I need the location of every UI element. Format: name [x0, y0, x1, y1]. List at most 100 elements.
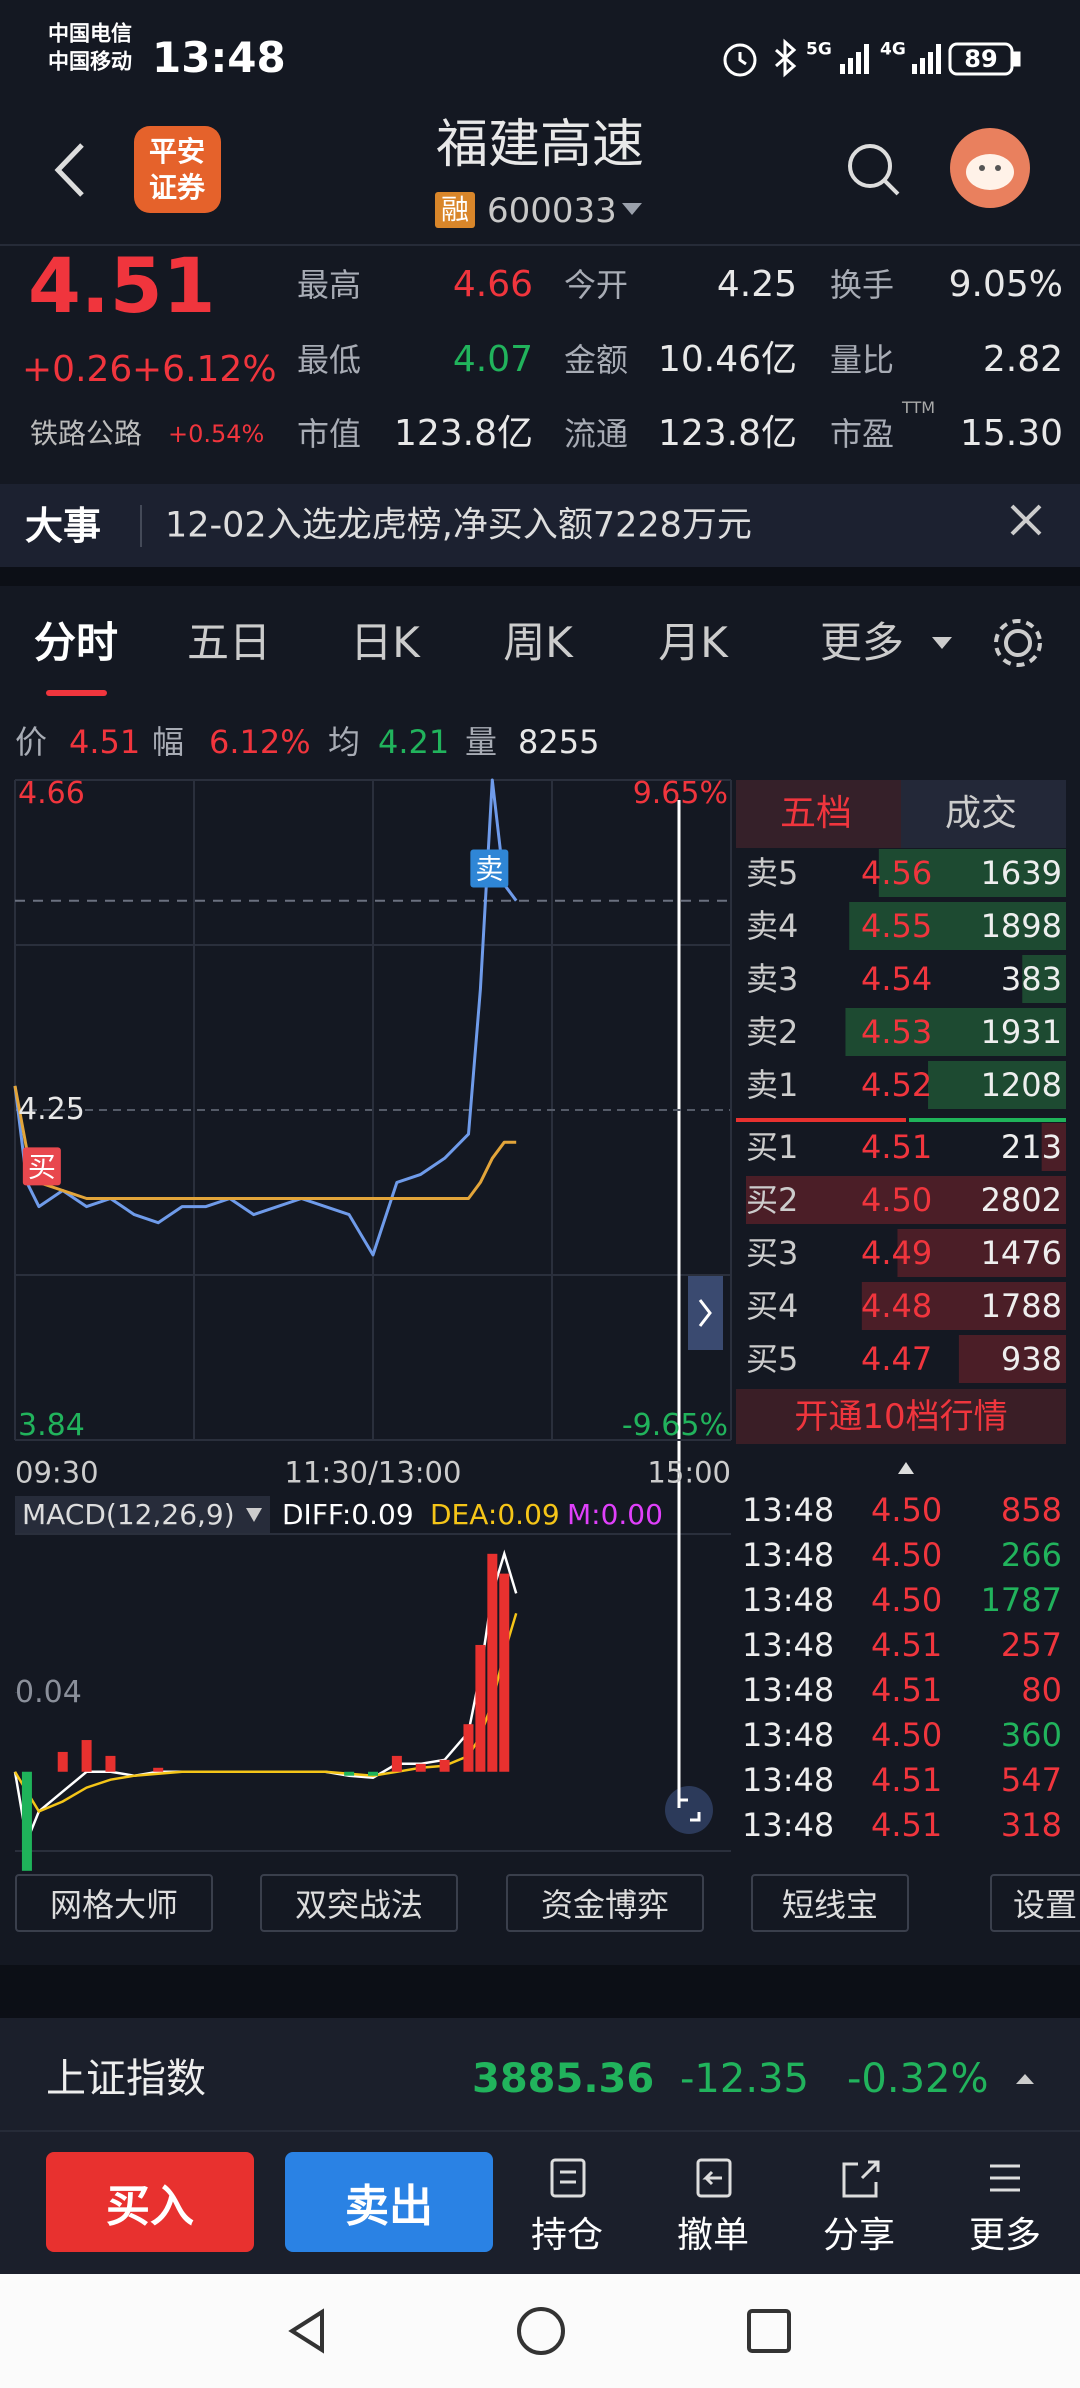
index-expand[interactable]: [1016, 2074, 1034, 2084]
stat-note: TTM: [902, 398, 936, 417]
level-label: 卖1: [746, 1066, 799, 1104]
sector[interactable]: 铁路公路: [30, 417, 143, 450]
network: 5G: [806, 39, 832, 60]
tool-button[interactable]: 网格大师: [15, 1874, 213, 1932]
trade-price: 4.51: [871, 1671, 943, 1709]
level-price: 4.52: [861, 1066, 933, 1104]
macd-bar: [415, 1763, 426, 1772]
more-dropdown[interactable]: [932, 637, 952, 649]
stat-value: 2.82: [982, 339, 1063, 380]
stock-name: 福建高速: [435, 115, 645, 175]
trade-time: 13:48: [742, 1626, 835, 1664]
stat-label: 流通: [564, 415, 629, 453]
trade-price: 4.51: [871, 1761, 943, 1799]
trade-volume: 80: [1021, 1671, 1062, 1709]
active-order-tab[interactable]: [736, 780, 901, 848]
level-volume: 1788: [980, 1287, 1062, 1325]
system-nav[interactable]: [288, 2307, 791, 2355]
indicator-label: 幅: [152, 723, 185, 761]
level-volume: 1208: [980, 1066, 1062, 1104]
period-tab[interactable]: 五日: [186, 618, 272, 667]
tool-button[interactable]: 设置: [990, 1874, 1080, 1932]
book-tab[interactable]: 成交: [944, 793, 1018, 834]
search-button[interactable]: [848, 144, 900, 196]
action-item[interactable]: 持仓: [530, 2215, 604, 2256]
level-price: 4.53: [861, 1013, 933, 1051]
trade-price: 4.50: [871, 1491, 943, 1529]
level-label: 买3: [746, 1234, 799, 1272]
news-bar[interactable]: [0, 484, 1080, 567]
book-tab[interactable]: 五档: [779, 793, 853, 834]
indicator-title: MACD(12,26,9): [22, 1498, 235, 1531]
settings-button[interactable]: [994, 619, 1042, 667]
action-icons: [550, 2158, 1020, 2198]
level-volume: 938: [1000, 1340, 1062, 1378]
trade-volume: 360: [1000, 1716, 1062, 1754]
macd-selector[interactable]: [15, 1496, 270, 1534]
divider: [0, 244, 1080, 246]
news-text[interactable]: 12-02入选龙虎榜,净买入额7228万元: [165, 505, 752, 546]
stat-label: 最高: [297, 266, 362, 304]
tool-button[interactable]: 短线宝: [751, 1874, 909, 1932]
sell-button[interactable]: 卖出: [285, 2152, 493, 2252]
period-tab[interactable]: 日K: [350, 618, 420, 667]
stat-label: 最低: [297, 341, 362, 379]
index-name[interactable]: 上证指数: [46, 2056, 206, 2102]
trades-collapse[interactable]: [898, 1462, 914, 1474]
macd-bar: [153, 1767, 164, 1772]
level-volume: 1639: [980, 854, 1062, 892]
indicator-value: 4.21: [378, 723, 450, 761]
fullscreen-button[interactable]: [665, 800, 713, 1834]
macd-bar: [21, 1771, 32, 1871]
trade-time: 13:48: [742, 1536, 835, 1574]
y-tick-label: 3.84: [18, 1408, 85, 1443]
y2-tick-label: -9.65%: [621, 1408, 728, 1443]
trade-volume: 547: [1000, 1761, 1062, 1799]
tool-button[interactable]: 资金博弈: [506, 1874, 704, 1932]
logo-text: 证券: [148, 171, 206, 204]
stat-label: 金额: [564, 341, 629, 379]
broker-logo[interactable]: [134, 126, 221, 213]
separator: [140, 505, 142, 547]
trade-marker-label: 卖: [475, 853, 503, 886]
period-tab[interactable]: 更多: [819, 618, 905, 667]
divider: [0, 2130, 1080, 2132]
close-news[interactable]: [1010, 504, 1042, 536]
stat-value: 9.05%: [948, 264, 1063, 305]
avatar[interactable]: [950, 128, 1030, 208]
y-tick-label: 0.04: [15, 1674, 82, 1710]
level-volume: 213: [1000, 1128, 1062, 1166]
action-item[interactable]: 更多: [968, 2215, 1042, 2256]
period-tab[interactable]: 月K: [658, 618, 728, 667]
trade-time: 13:48: [742, 1671, 835, 1709]
code-dropdown[interactable]: [622, 203, 642, 215]
x-tick-label: 15:00: [647, 1455, 731, 1490]
level-label: 买5: [746, 1340, 799, 1378]
level-volume: 383: [1000, 960, 1062, 998]
indicator-value: 8255: [518, 723, 600, 761]
x-tick-label: 11:30/13:00: [284, 1455, 462, 1490]
network: 4G: [880, 39, 906, 60]
price-change-pct: +6.12%: [132, 349, 277, 390]
trade-time: 13:48: [742, 1491, 835, 1529]
stat-value: 123.8亿: [393, 413, 533, 454]
macd-line: [13, 1612, 518, 1813]
trade-volume: 318: [1000, 1806, 1062, 1844]
upgrade-button[interactable]: [736, 1389, 1066, 1444]
period-tab[interactable]: 分时: [33, 618, 119, 667]
macd-dropdown[interactable]: [246, 1508, 262, 1522]
tool-button[interactable]: 双突战法: [260, 1874, 458, 1932]
y2-tick-label: 9.65%: [632, 776, 728, 811]
buy-button[interactable]: 买入: [46, 2152, 254, 2252]
stat-value: 10.46亿: [657, 339, 797, 380]
back-button[interactable]: [54, 143, 84, 197]
action-item[interactable]: 撤单: [676, 2215, 750, 2256]
expand-book[interactable]: [688, 1276, 723, 1350]
macd-bar: [57, 1751, 68, 1772]
clock: 13:48: [152, 33, 286, 82]
period-tab[interactable]: 周K: [503, 618, 573, 667]
trade-volume: 1787: [980, 1581, 1062, 1619]
stock-code[interactable]: 600033: [487, 191, 617, 231]
action-item[interactable]: 分享: [822, 2215, 896, 2256]
